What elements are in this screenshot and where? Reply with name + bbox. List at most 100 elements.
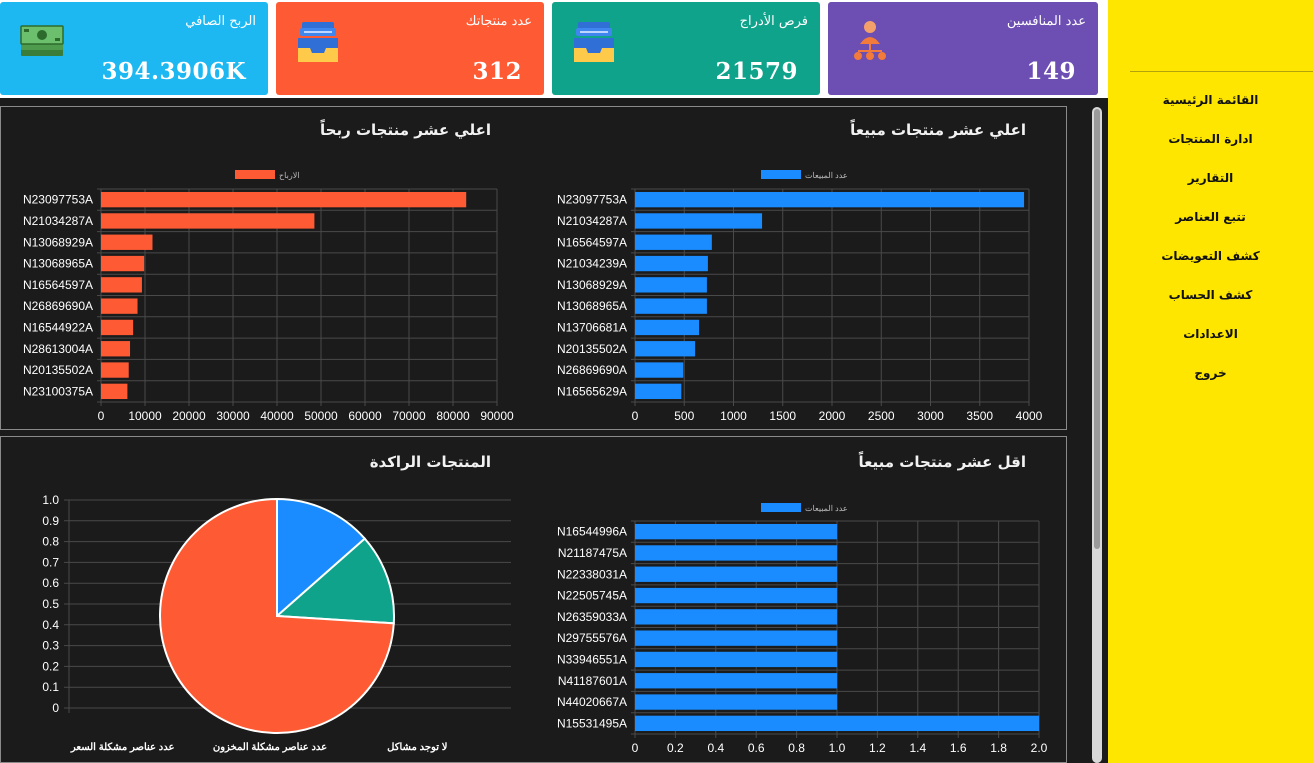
- y-category-label: N13068929A: [23, 235, 93, 249]
- bar: [101, 255, 145, 272]
- y-category-label: N33946551A: [557, 652, 627, 666]
- bottom-charts-panel: المنتجات الراكدة اقل عشر منتجات مبيعاً 1…: [0, 436, 1067, 763]
- pie-slice: [276, 497, 367, 619]
- y-category-label: N21034287A: [23, 214, 93, 228]
- y-category-label: N44020667A: [557, 695, 627, 709]
- x-tick-label: 90000: [480, 409, 514, 423]
- y-category-label: N26869690A: [557, 363, 627, 377]
- card-label: عدد المنافسين: [1006, 14, 1086, 29]
- card-value: 21579: [715, 58, 798, 85]
- y-tick-label: 0.3: [42, 639, 59, 653]
- x-tick-label: 1.8: [990, 741, 1007, 755]
- sidebar-item-logout[interactable]: خروج: [1194, 366, 1227, 380]
- y-tick-label: 0.2: [42, 659, 59, 673]
- bar: [635, 673, 837, 689]
- y-tick-label: 0.6: [42, 576, 59, 590]
- x-tick-label: 20000: [172, 409, 206, 423]
- x-tick-label: 0.2: [667, 741, 684, 755]
- card-label: عدد منتجاتك: [465, 14, 532, 29]
- sidebar-divider: [1130, 71, 1313, 72]
- bar: [101, 191, 467, 208]
- bar: [635, 255, 708, 272]
- x-tick-label: 0.4: [707, 741, 724, 755]
- top-sales-chart: 0 500 1000 1500 2000 2500 3000 3500 4000 عدد المب…: [557, 170, 1043, 423]
- top-profit-chart: 0 10000 20000 30000 40000 50000 60000 70000 8000…: [23, 170, 514, 423]
- inbox-tray-icon: [570, 18, 618, 66]
- y-category-label: N20135502A: [557, 342, 627, 356]
- sidebar-item-settings[interactable]: الاعدادات: [1183, 327, 1238, 341]
- bar: [635, 362, 684, 378]
- y-tick-label: 0.8: [42, 535, 59, 549]
- sidebar-item-products[interactable]: ادارة المنتجات: [1168, 132, 1253, 146]
- y-tick-label: 0.9: [42, 514, 59, 528]
- stagnant-title: المنتجات الراكدة: [369, 453, 491, 471]
- x-tick-label: 1.6: [950, 741, 967, 755]
- x-category-label: لا توجد مشاكل: [387, 742, 447, 753]
- y-category-label: N20135502A: [23, 363, 93, 377]
- top-sales-title: اعلي عشر منتجات مبيعاً: [850, 121, 1026, 139]
- sidebar-item-home[interactable]: القائمة الرئيسية: [1162, 93, 1259, 107]
- card-value: 312: [472, 58, 522, 85]
- x-tick-label: 1000: [720, 409, 747, 423]
- y-category-label: N13068965A: [23, 257, 93, 271]
- x-tick-label: 0: [632, 409, 639, 423]
- stagnant-pie-chart: 1.0 0.9 0.8 0.7 0.6 0.5 0.4 0.3 0.2 0.1 0 عدد عناصر…: [42, 493, 511, 753]
- y-category-label: N28613004A: [23, 342, 93, 356]
- y-category-label: N16564597A: [557, 235, 627, 249]
- bar: [635, 715, 1039, 732]
- x-tick-label: 10000: [128, 409, 162, 423]
- legend-label: عدد المبيعات: [805, 171, 848, 180]
- x-category-label: عدد عناصر مشكلة المخزون: [213, 742, 327, 753]
- y-category-label: N29755576A: [557, 631, 627, 645]
- y-category-label: N26359033A: [557, 610, 627, 624]
- bar: [635, 191, 1025, 208]
- sidebar-item-reports[interactable]: التقارير: [1187, 171, 1234, 185]
- low-sales-chart: 0 0.2 0.4 0.6 0.8 1.0 1.2 1.4 1.6 1.8 2.0 عدد المبي…: [557, 503, 1048, 755]
- kpi-card-products-count: عدد منتجاتك 312: [276, 2, 544, 95]
- sidebar-item-track-items[interactable]: تتبع العناصر: [1175, 210, 1246, 224]
- y-category-label: N21187475A: [558, 546, 627, 560]
- y-category-label: N16544996A: [557, 525, 627, 539]
- card-label: الربح الصافي: [185, 14, 256, 29]
- legend-swatch: [235, 170, 275, 179]
- x-tick-label: 500: [674, 409, 694, 423]
- y-category-label: N23097753A: [557, 193, 627, 207]
- money-icon: [18, 18, 66, 66]
- top-charts-panel: اعلي عشر منتجات ربحاً اعلي عشر منتجات مب…: [0, 106, 1067, 430]
- kpi-card-listing-opportunities: فرص الأدراج 21579: [552, 2, 820, 95]
- bar: [101, 213, 315, 229]
- y-tick-label: 0.5: [42, 597, 59, 611]
- bar: [635, 630, 837, 646]
- x-tick-label: 0: [98, 409, 105, 423]
- bar: [635, 277, 707, 293]
- x-tick-label: 0.6: [748, 741, 765, 755]
- y-category-label: N22505745A: [557, 589, 627, 603]
- bar: [101, 383, 128, 400]
- bar: [635, 298, 707, 314]
- x-tick-label: 3000: [917, 409, 944, 423]
- y-tick-label: 0.7: [42, 555, 59, 569]
- y-category-label: N21034287A: [557, 214, 627, 228]
- scrollbar-thumb[interactable]: [1094, 109, 1100, 549]
- x-tick-label: 80000: [436, 409, 470, 423]
- bar: [635, 383, 682, 400]
- pie-slice: [274, 537, 395, 625]
- bar: [635, 609, 837, 625]
- bar: [635, 651, 837, 668]
- legend-swatch: [761, 170, 801, 179]
- people-network-icon: [846, 18, 894, 66]
- bar: [101, 234, 153, 250]
- legend-label: الارباح: [279, 171, 299, 180]
- x-tick-label: 2500: [868, 409, 895, 423]
- y-category-label: N13068965A: [557, 299, 627, 313]
- bar: [101, 319, 134, 336]
- sidebar-item-compensations[interactable]: كشف التعويضات: [1161, 249, 1260, 263]
- y-tick-label: 0.4: [42, 618, 59, 632]
- y-category-label: N16564597A: [23, 278, 93, 292]
- low-sales-title: اقل عشر منتجات مبيعاً: [858, 453, 1026, 471]
- bar: [635, 694, 837, 710]
- y-tick-label: 0: [52, 701, 59, 715]
- x-tick-label: 2.0: [1031, 741, 1048, 755]
- bar: [635, 341, 696, 357]
- sidebar-item-account-statement[interactable]: كشف الحساب: [1168, 288, 1253, 302]
